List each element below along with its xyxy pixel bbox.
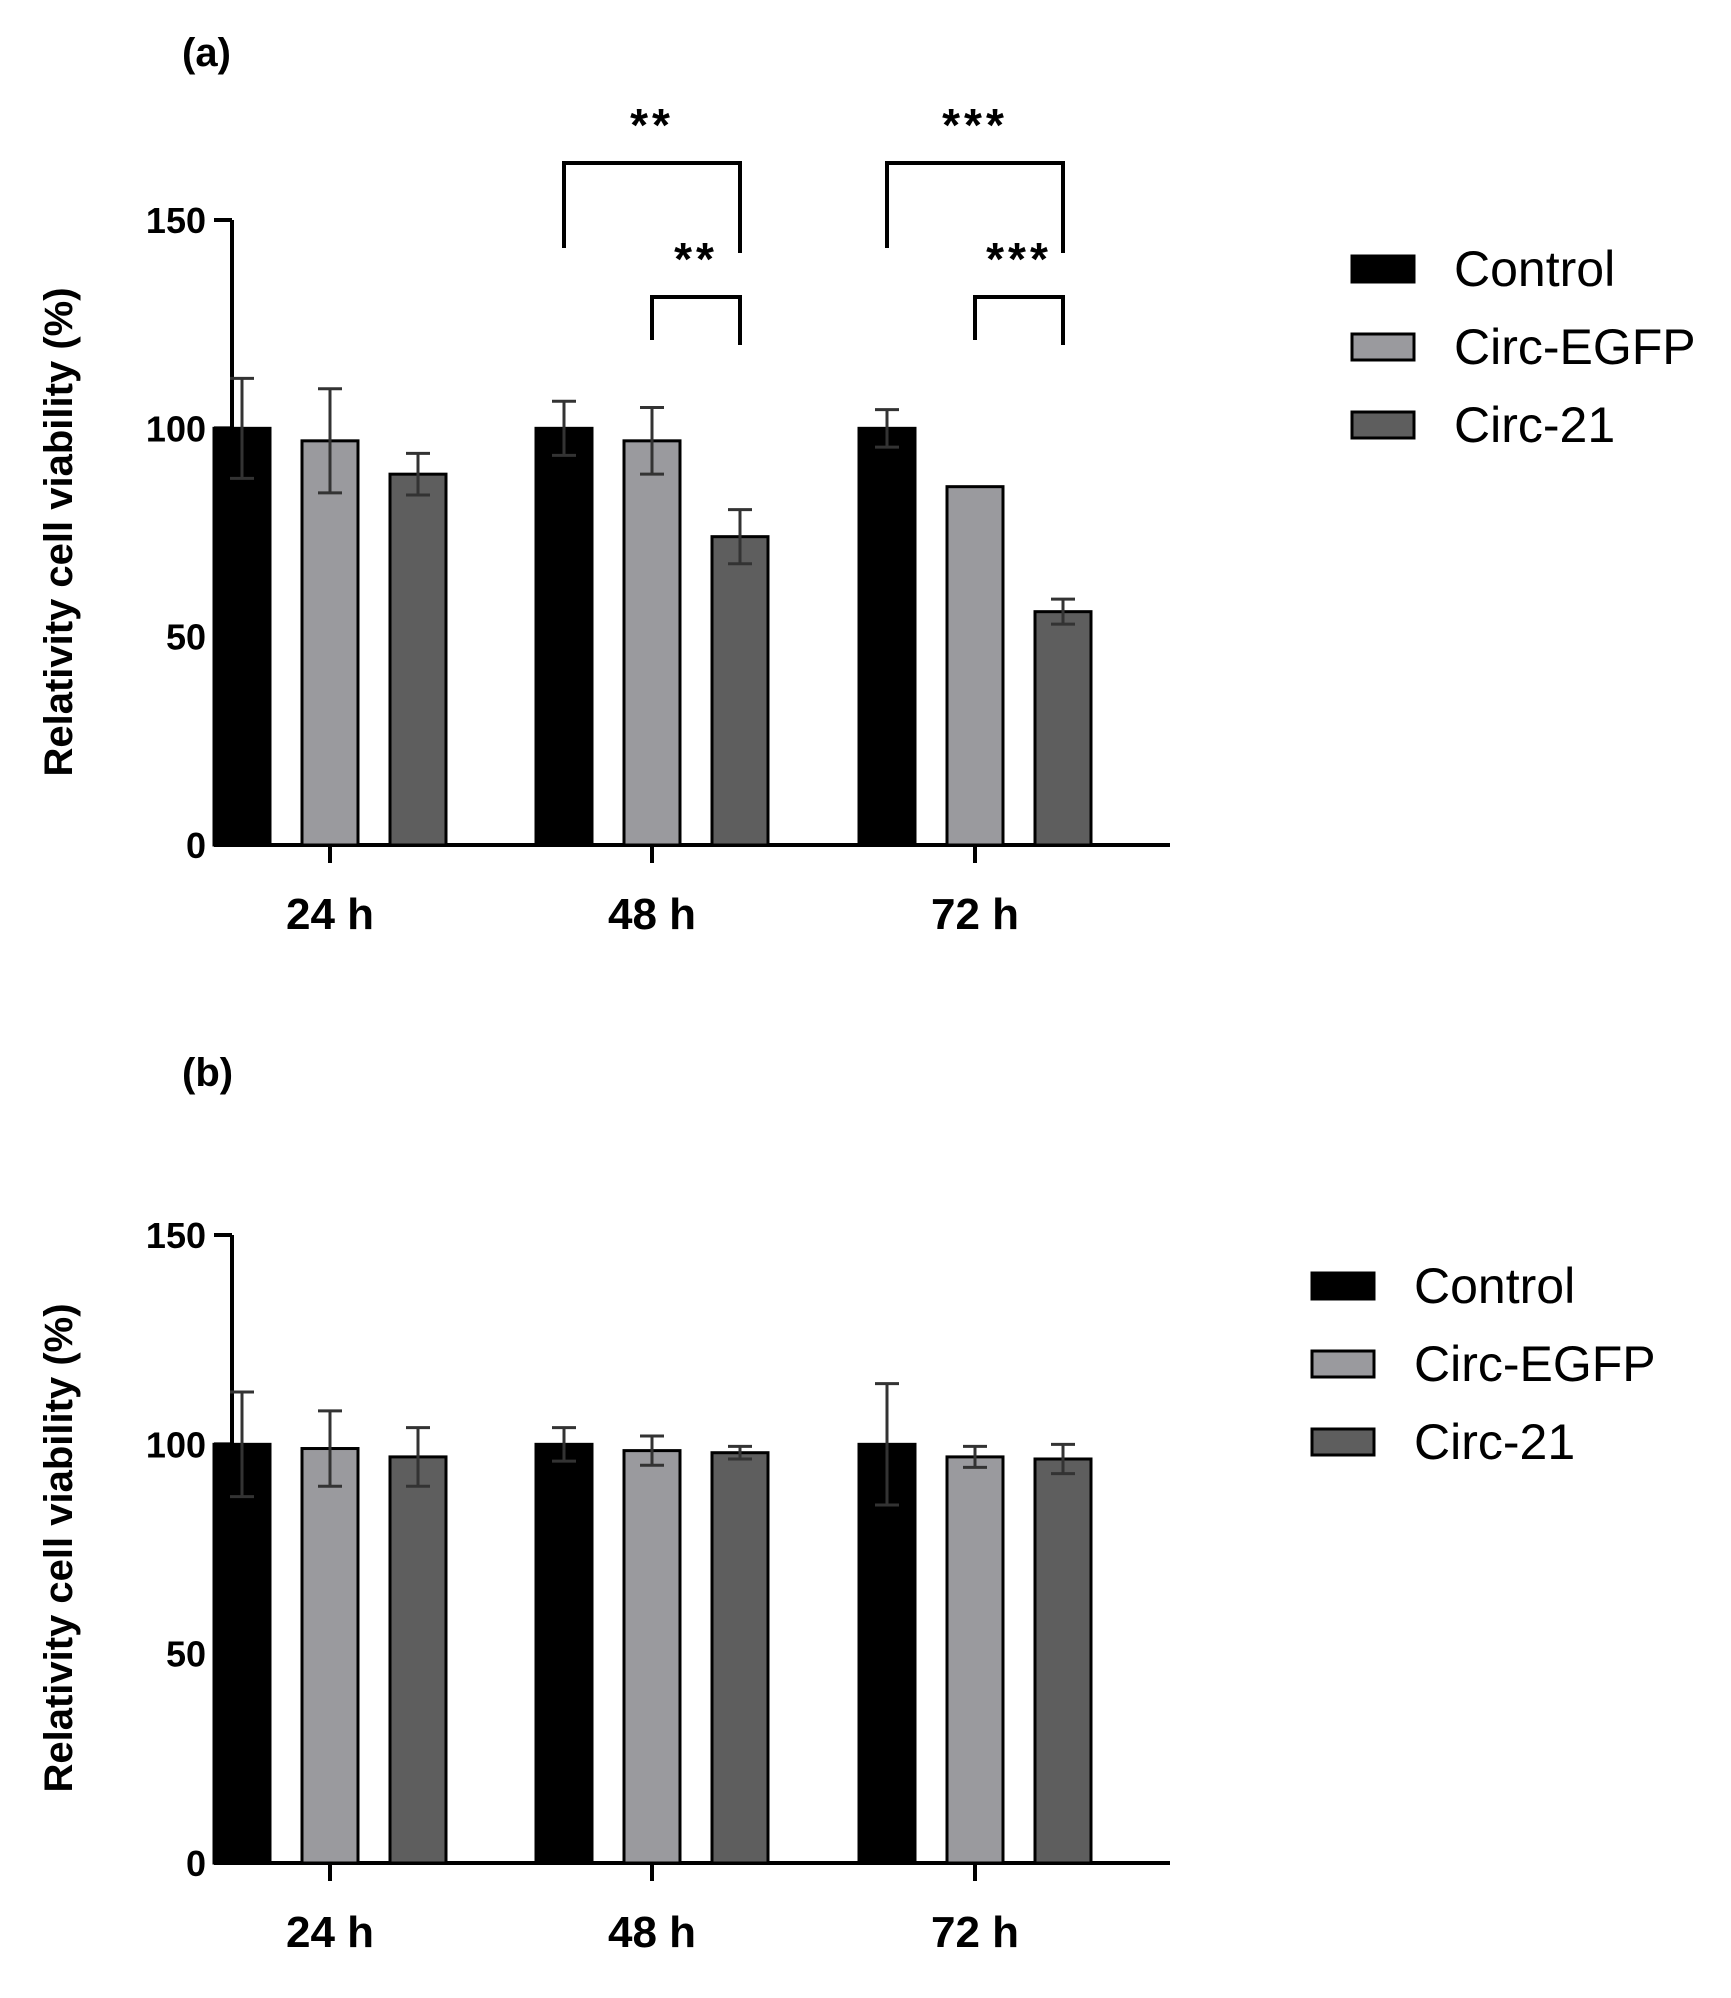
bar [945, 485, 1005, 847]
x-tick-label: 72 h [931, 890, 1019, 939]
chart-panel-a: (a) 0 50 100 150 Relativity cell viability (%… [37, 31, 1696, 939]
bar [388, 472, 448, 847]
bar [945, 1455, 1005, 1865]
bar [534, 426, 594, 847]
legend-label: Control [1454, 241, 1615, 297]
bar [300, 1447, 360, 1865]
x-tick-label: 72 h [931, 1908, 1019, 1957]
y-axis-title: Relativity cell viability (%) [37, 1303, 81, 1792]
legend-label: Circ-EGFP [1454, 319, 1696, 375]
bar [1033, 610, 1093, 847]
x-tick-label: 48 h [608, 1908, 696, 1957]
bar [710, 1451, 770, 1865]
bar [710, 535, 770, 847]
chart-panel-b: (b) 0 50 100 150 Relativity cell viability (%… [37, 1051, 1656, 1957]
bar [212, 426, 272, 847]
bar [1033, 1457, 1093, 1865]
significance-label: *** [986, 233, 1052, 285]
significance-bracket [885, 161, 1065, 253]
significance-bracket [973, 295, 1065, 345]
bar [388, 1455, 448, 1865]
y-tick-label: 100 [146, 408, 206, 449]
legend-label: Circ-21 [1414, 1414, 1575, 1470]
legend-swatch [1350, 254, 1416, 284]
y-tick-label: 150 [146, 1215, 206, 1256]
bar [857, 426, 917, 847]
legend-swatch [1310, 1427, 1376, 1457]
y-tick-label: 150 [146, 200, 206, 241]
x-tick-label: 24 h [286, 890, 374, 939]
significance-label: ** [630, 99, 674, 151]
bar [300, 439, 360, 847]
legend-swatch [1350, 332, 1416, 362]
legend-label: Circ-21 [1454, 397, 1615, 453]
y-axis-title: Relativity cell viability (%) [37, 287, 81, 776]
significance-bracket [562, 161, 742, 253]
y-tick-label: 100 [146, 1424, 206, 1465]
significance-label: *** [942, 99, 1008, 151]
legend-label: Circ-EGFP [1414, 1336, 1656, 1392]
legend-swatch [1350, 410, 1416, 440]
significance-label: ** [674, 233, 718, 285]
bar [622, 439, 682, 847]
x-tick-label: 24 h [286, 1908, 374, 1957]
y-tick-label: 50 [166, 617, 206, 658]
y-tick-label: 0 [186, 825, 206, 866]
legend-swatch [1310, 1349, 1376, 1379]
bar [212, 1442, 272, 1865]
x-tick-label: 48 h [608, 890, 696, 939]
bar [857, 1442, 917, 1865]
y-tick-label: 50 [166, 1634, 206, 1675]
legend-label: Control [1414, 1258, 1575, 1314]
significance-bracket [650, 295, 742, 345]
panel-label: (b) [182, 1051, 233, 1095]
panel-label: (a) [182, 31, 231, 75]
y-tick-label: 0 [186, 1843, 206, 1884]
legend-swatch [1310, 1271, 1376, 1301]
bar [622, 1449, 682, 1865]
bar [534, 1442, 594, 1865]
